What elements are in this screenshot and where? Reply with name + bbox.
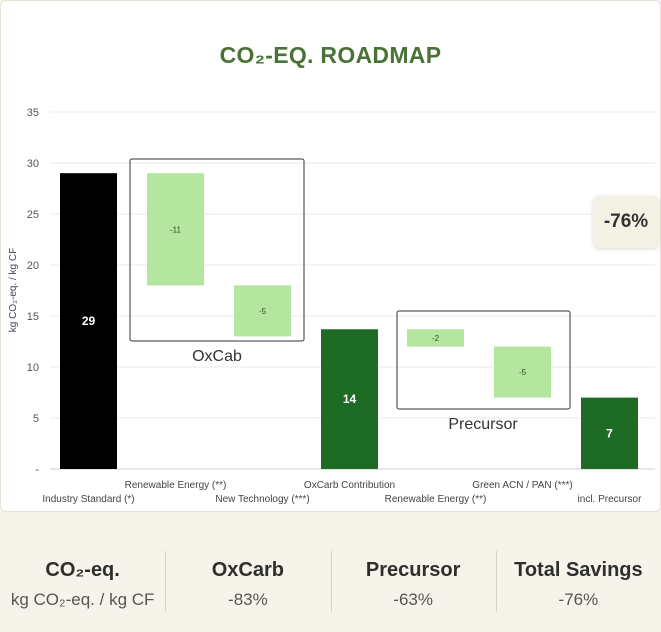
data-label: -5 <box>519 368 527 377</box>
total-savings-badge: -76% <box>593 196 659 248</box>
summary-heading: CO₂-eq. <box>45 559 120 581</box>
data-label: 14 <box>343 392 357 406</box>
bar-6 <box>494 346 551 398</box>
bar-7 <box>581 397 638 469</box>
y-tick-label: 30 <box>27 158 39 170</box>
y-tick-label: 25 <box>27 209 39 221</box>
x-tick-label: Industry Standard (*) <box>42 494 134 505</box>
x-tick-label: Renewable Energy (**) <box>125 480 227 491</box>
data-label: -11 <box>170 225 182 234</box>
bar-3 <box>234 285 291 337</box>
x-tick-label: Green ACN / PAN (***) <box>472 480 572 491</box>
group-box <box>396 310 571 410</box>
data-label: -5 <box>259 307 267 316</box>
summary-heading: Precursor <box>365 559 461 581</box>
x-tick-label: New Technology (***) <box>215 494 309 505</box>
x-tick-label: OxCarb Contribution <box>304 480 395 491</box>
y-tick-label: 10 <box>27 362 39 374</box>
bar-1 <box>60 173 117 469</box>
data-label: 7 <box>606 426 613 440</box>
summary-heading: OxCarb <box>211 559 284 581</box>
y-tick-label: 15 <box>27 311 39 323</box>
x-tick-label: incl. Precursor <box>578 494 643 505</box>
data-label: 29 <box>82 314 96 328</box>
summary-value: kg CO₂-eq. / kg CF <box>10 590 155 609</box>
summary-col-unit: CO₂-eq. kg CO₂-eq. / kg CF <box>0 537 165 632</box>
bar-4 <box>321 329 378 469</box>
group-label: OxCab <box>192 348 242 365</box>
y-tick-label: 20 <box>27 260 39 272</box>
data-label: -2 <box>432 334 440 343</box>
bar-2 <box>147 173 204 286</box>
group-label: Precursor <box>448 416 518 433</box>
summary-value: -83% <box>228 590 268 609</box>
summary-value: -76% <box>558 590 599 609</box>
y-tick-label: 5 <box>33 413 39 425</box>
chart-title: CO₂-EQ. ROADMAP <box>219 42 442 68</box>
y-tick-label: - <box>35 464 39 476</box>
summary-col-oxcarb: OxCarb -83% <box>165 537 330 632</box>
summary-bar: CO₂-eq. kg CO₂-eq. / kg CF OxCarb -83% P… <box>0 537 661 632</box>
group-box <box>129 158 305 342</box>
y-tick-label: 35 <box>27 107 39 119</box>
y-axis-label: kg CO₂-eq. / kg CF <box>8 248 19 332</box>
summary-value: -63% <box>393 590 433 609</box>
bar-5 <box>407 329 464 347</box>
summary-col-precursor: Precursor -63% <box>330 537 496 632</box>
x-tick-label: Renewable Energy (**) <box>385 494 487 505</box>
summary-col-total: Total Savings -76% <box>495 537 661 632</box>
summary-heading: Total Savings <box>514 559 643 581</box>
